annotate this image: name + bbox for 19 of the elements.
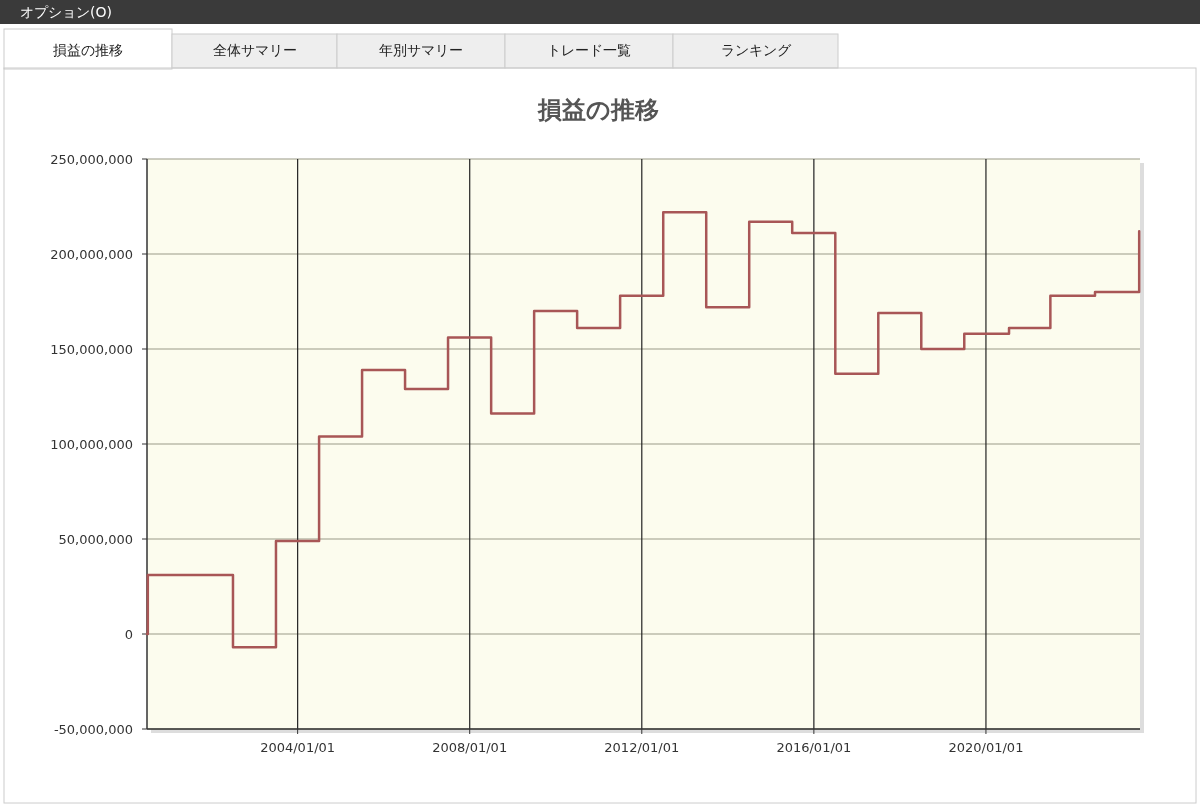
text: 損益の推移	[53, 42, 123, 58]
y-tick-label: 250,000,000	[50, 152, 133, 167]
text: オプション(O)	[20, 4, 112, 20]
y-tick-label: 0	[124, 627, 133, 642]
y-tick-label: -50,000,000	[53, 722, 133, 737]
x-tick-label: 2016/01/01	[776, 740, 852, 755]
text: ランキング	[720, 42, 792, 58]
text: トレード一覧	[547, 42, 631, 58]
y-tick-label: 100,000,000	[50, 437, 133, 452]
text: 全体サマリー	[212, 42, 297, 58]
text: 年別サマリー	[379, 42, 463, 58]
x-tick-label: 2012/01/01	[604, 740, 680, 755]
y-tick-label: 150,000,000	[50, 342, 133, 357]
y-tick-label: 200,000,000	[50, 247, 133, 262]
x-tick-label: 2020/01/01	[948, 740, 1024, 755]
y-tick-label: 50,000,000	[58, 532, 133, 547]
x-tick-label: 2004/01/01	[260, 740, 336, 755]
chart-title: 損益の推移	[537, 96, 659, 124]
x-tick-label: 2008/01/01	[432, 740, 508, 755]
